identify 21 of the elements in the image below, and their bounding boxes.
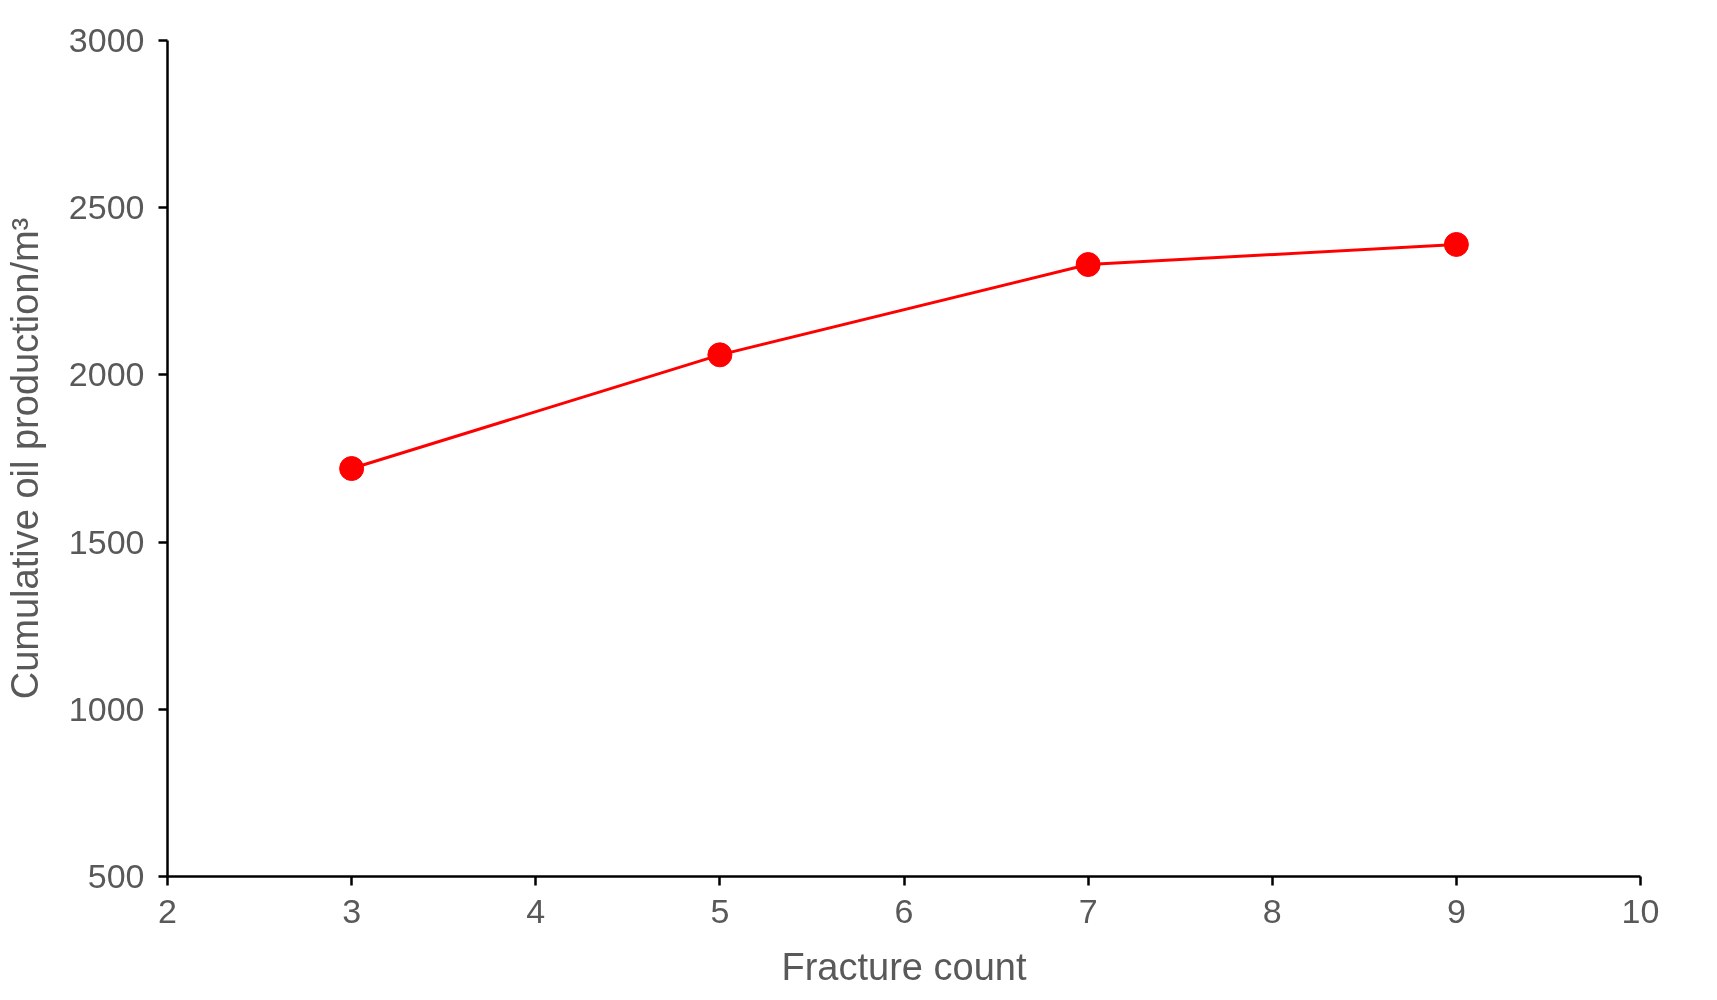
x-tick-label: 9 <box>1446 891 1466 930</box>
point <box>707 342 733 368</box>
y-tick-label: 500 <box>87 857 145 895</box>
y-tick-label: 3000 <box>68 21 145 59</box>
point <box>339 456 365 482</box>
y-tick-label: 1000 <box>68 689 145 728</box>
x-tick-label: 3 <box>342 891 362 930</box>
x-tick-label: 8 <box>1262 891 1282 930</box>
x-axis-title: Fracture count <box>781 945 1027 988</box>
x-tick-label: 6 <box>894 891 914 930</box>
x-tick-label: 10 <box>1621 891 1660 930</box>
point <box>1075 252 1101 278</box>
x-tick-label: 7 <box>1078 891 1098 930</box>
y-axis-title: Cumulative oil production/m³ <box>3 217 46 700</box>
x-tick-label: 5 <box>710 891 730 930</box>
y-tick-label: 1500 <box>68 522 145 561</box>
y-tick-label: 2500 <box>68 188 145 227</box>
y-tick-label: 2000 <box>68 355 145 394</box>
x-tick-label: 4 <box>526 891 546 930</box>
point <box>1443 232 1469 257</box>
x-tick-label: 2 <box>158 891 177 930</box>
